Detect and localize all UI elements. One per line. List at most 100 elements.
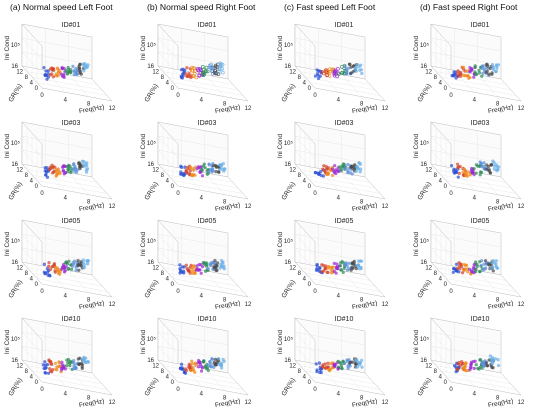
data-point [325, 365, 329, 369]
data-point [342, 167, 347, 171]
y-tick-label: 4 [303, 277, 307, 283]
x-tick-label: 4 [200, 97, 204, 103]
data-point [345, 264, 349, 268]
data-point [50, 72, 54, 76]
data-point [343, 361, 347, 365]
data-point [48, 267, 53, 272]
data-point [84, 168, 89, 172]
x-tick-label: 8 [87, 102, 91, 108]
data-point [332, 71, 337, 76]
scatter-panel: ID#01 16 12 8 4 0 0 4 8 12 10⁵ Ini Cond GR(%) Freq(Hz… [4, 18, 138, 116]
grid-line [157, 135, 229, 159]
y-tick-label: 0 [35, 282, 39, 288]
x-axis-label: Freq(Hz) [215, 300, 241, 311]
y-tick-label: 0 [35, 380, 39, 386]
data-point [215, 65, 219, 69]
data-point [337, 165, 342, 169]
y-tick-label: 4 [166, 81, 170, 87]
x-axis-label: Freq(Hz) [79, 202, 105, 213]
data-point [339, 361, 343, 366]
x-tick-label: 12 [109, 302, 116, 308]
x-tick-label: 8 [223, 200, 227, 206]
scatter-panel: ID#05 16 12 8 4 0 0 4 8 12 10⁵ Ini Cond GR(%) Freq(Hz… [413, 214, 547, 312]
y-tick-label: 16 [420, 64, 427, 70]
data-point [457, 171, 461, 176]
data-point [43, 371, 48, 375]
data-point [340, 366, 344, 371]
x-tick-label: 4 [473, 293, 477, 299]
data-point [214, 361, 218, 366]
data-point [66, 65, 70, 70]
data-point [496, 63, 501, 67]
data-point [458, 363, 463, 368]
data-point [325, 73, 329, 78]
data-point [206, 266, 210, 271]
data-point [190, 362, 194, 366]
scatter-panel: ID#05 16 12 8 4 0 0 4 8 12 10⁵ Ini Cond GR(%) Freq(Hz… [4, 214, 138, 312]
data-point [59, 72, 64, 76]
data-point [335, 266, 339, 271]
x-tick-label: 0 [176, 191, 180, 197]
panel-title: ID#10 [471, 316, 490, 323]
data-point [472, 166, 476, 171]
data-point [44, 173, 48, 177]
data-point [60, 368, 64, 372]
x-tick-label: 12 [245, 400, 252, 406]
z-axis-label: Ini Cond [277, 134, 284, 159]
data-point [479, 259, 484, 263]
data-point [359, 167, 363, 171]
data-point [460, 271, 465, 275]
data-point [335, 262, 339, 266]
data-point [65, 364, 69, 368]
data-point [185, 66, 189, 70]
data-point [480, 74, 484, 78]
data-point [473, 260, 478, 264]
data-point [208, 63, 212, 68]
data-point [219, 164, 223, 169]
x-axis-label: Freq(Hz) [488, 202, 514, 213]
panel-title: ID#05 [335, 218, 354, 225]
x-tick-label: 8 [87, 200, 91, 206]
x-tick-label: 0 [449, 289, 453, 295]
y-tick-label: 12 [16, 168, 23, 174]
data-point [191, 66, 196, 70]
data-point [182, 265, 186, 269]
data-point [474, 363, 478, 367]
z-axis-label: Ini Cond [413, 36, 420, 61]
z-tick-label: 10⁵ [147, 140, 157, 147]
x-axis-label: Freq(Hz) [352, 104, 378, 115]
panel-title: ID#05 [198, 218, 217, 225]
x-tick-label: 4 [64, 195, 68, 201]
x-tick-label: 8 [223, 102, 227, 108]
y-axis-label: GR(%) [280, 181, 296, 202]
y-tick-label: 16 [420, 358, 427, 364]
data-point [197, 73, 202, 77]
y-tick-label: 12 [425, 266, 432, 272]
data-point [332, 169, 336, 174]
data-point [208, 65, 212, 70]
data-point [496, 358, 500, 362]
data-point [45, 175, 50, 179]
data-point [85, 262, 90, 266]
data-point [53, 265, 58, 270]
panel-title: ID#05 [471, 218, 490, 225]
x-tick-label: 4 [64, 293, 68, 299]
data-point [315, 262, 319, 267]
y-tick-label: 12 [16, 70, 23, 76]
y-tick-label: 0 [444, 86, 448, 92]
grid-line [430, 233, 502, 257]
z-tick-label: 10⁵ [11, 336, 21, 343]
data-point [191, 172, 195, 177]
panel-title: ID#10 [198, 316, 217, 323]
z-tick-label: 10⁵ [284, 238, 294, 245]
y-tick-label: 12 [289, 364, 296, 370]
data-point [346, 66, 351, 70]
data-point [185, 74, 189, 79]
data-point [353, 358, 358, 362]
data-point [42, 366, 46, 371]
z-tick-label: 10⁵ [284, 336, 294, 343]
data-point [489, 357, 493, 362]
data-point [57, 68, 61, 73]
y-axis-label: GR(%) [7, 83, 23, 104]
data-point [208, 360, 212, 364]
